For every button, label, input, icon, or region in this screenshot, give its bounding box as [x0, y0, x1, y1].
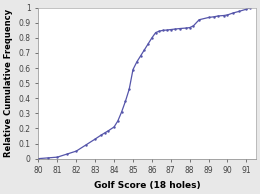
Y-axis label: Relative Cumulative Frequency: Relative Cumulative Frequency	[4, 9, 13, 157]
X-axis label: Golf Score (18 holes): Golf Score (18 holes)	[94, 181, 200, 190]
